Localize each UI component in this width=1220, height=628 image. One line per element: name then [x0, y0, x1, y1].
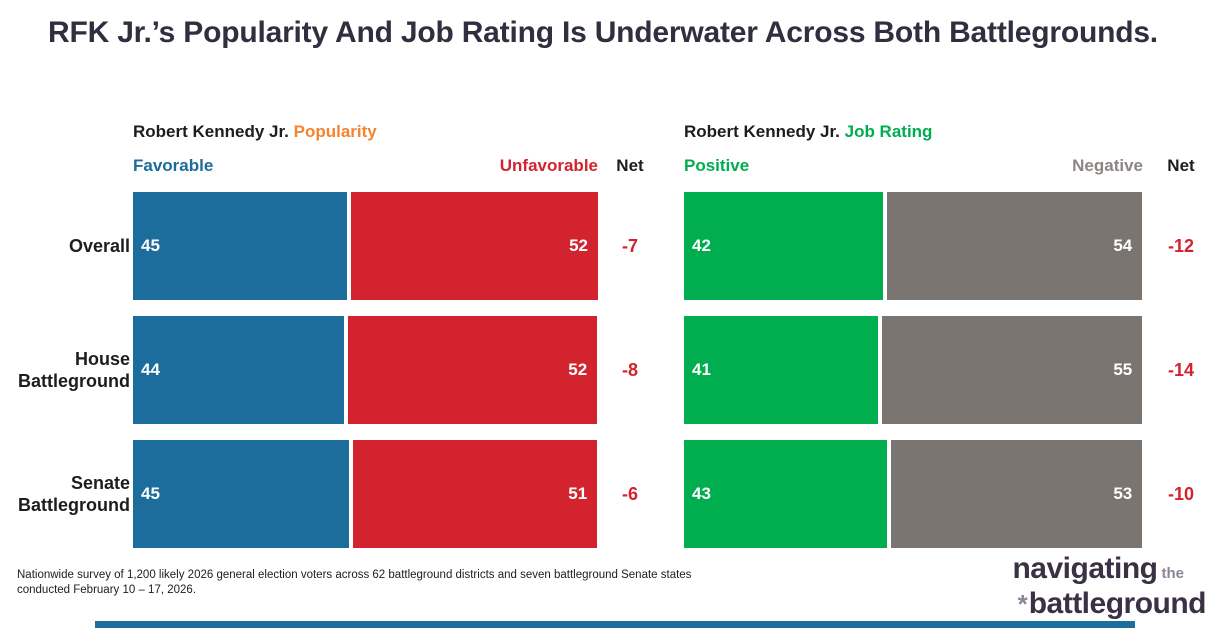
- bar-segment-unfavorable: 51: [352, 440, 598, 548]
- bar-value: 55: [1113, 360, 1133, 379]
- chart-row: House Battleground 44 52 -8: [16, 316, 656, 424]
- bar-segment-unfavorable: 52: [350, 192, 598, 300]
- column-label-favorable: Favorable: [133, 156, 214, 175]
- bar-value: 43: [692, 484, 711, 503]
- panel-title-highlight: Job Rating: [844, 122, 933, 141]
- bar-track: 41 55: [684, 316, 1143, 424]
- row-label: Senate Battleground: [18, 473, 130, 515]
- bar-segment-unfavorable: 52: [347, 316, 598, 424]
- bar-segment-favorable: 44: [133, 316, 344, 424]
- net-value: -12: [1167, 235, 1194, 256]
- panel-title-prefix: Robert Kennedy Jr.: [133, 122, 289, 141]
- logo-asterisk-icon: *: [1017, 589, 1028, 619]
- column-labels-popularity: Favorable Unfavorable: [133, 156, 598, 176]
- bar-value: 42: [692, 236, 711, 255]
- bar-track: 43 53: [684, 440, 1143, 548]
- job-rating-rows: 42 54 -12 41 55 -14 43 53 -10: [684, 192, 1209, 564]
- logo-word-the: the: [1161, 565, 1185, 582]
- bar-segment-favorable: 45: [133, 192, 347, 300]
- navigating-the-battleground-logo: navigating the * battleground: [1012, 554, 1207, 620]
- bar-segment-positive: 43: [684, 440, 888, 548]
- bar-track: 42 54: [684, 192, 1143, 300]
- logo-word-navigating: navigating: [1012, 552, 1158, 585]
- bar-track: 44 52: [133, 316, 598, 424]
- bar-value: 52: [569, 236, 588, 255]
- bar-segment-negative: 55: [882, 316, 1143, 424]
- net-value: -10: [1167, 483, 1194, 504]
- net-value: -14: [1167, 359, 1194, 380]
- bar-value: 45: [141, 484, 160, 503]
- bar-value: 44: [141, 360, 160, 379]
- bar-value: 53: [1113, 484, 1133, 503]
- row-label: House Battleground: [18, 349, 130, 391]
- net-value: -8: [621, 359, 638, 380]
- chart-row: 42 54 -12: [684, 192, 1209, 300]
- page-title: RFK Jr.’s Popularity And Job Rating Is U…: [48, 16, 1158, 49]
- source-note: Nationwide survey of 1,200 likely 2026 g…: [17, 569, 692, 596]
- panel-job-rating-title: Robert Kennedy Jr. Job Rating: [684, 122, 932, 142]
- net-value: -6: [621, 483, 638, 504]
- bar-segment-positive: 42: [684, 192, 883, 300]
- chart-row: 43 53 -10: [684, 440, 1209, 548]
- panel-title-highlight: Popularity: [293, 122, 377, 141]
- bar-segment-favorable: 45: [133, 440, 349, 548]
- bar-segment-negative: 54: [886, 192, 1143, 300]
- logo-line-2: * battleground: [1012, 587, 1207, 620]
- chart-row: 41 55 -14: [684, 316, 1209, 424]
- bar-value: 51: [568, 484, 588, 503]
- column-label-negative: Negative: [1072, 156, 1143, 175]
- bar-value: 45: [141, 236, 160, 255]
- popularity-rows: Overall 45 52 -7 House Battleground 44 52 -8 Sen…: [16, 192, 656, 564]
- row-label: Overall: [68, 236, 130, 256]
- chart-row: Senate Battleground 45 51 -6: [16, 440, 656, 548]
- net-column-header: Net: [1167, 156, 1195, 175]
- bar-segment-negative: 53: [891, 440, 1143, 548]
- bar-segment-positive: 41: [684, 316, 878, 424]
- net-column-header: Net: [616, 156, 644, 175]
- panel-title-prefix: Robert Kennedy Jr.: [684, 122, 840, 141]
- bar-track: 45 51: [133, 440, 598, 548]
- column-label-positive: Positive: [684, 156, 750, 175]
- bar-track: 45 52: [133, 192, 598, 300]
- footer-accent-bar: [95, 621, 1135, 628]
- chart-row: Overall 45 52 -7: [16, 192, 656, 300]
- bar-value: 52: [568, 360, 588, 379]
- logo-line-1: navigating the: [1012, 554, 1184, 589]
- column-label-unfavorable: Unfavorable: [499, 156, 598, 175]
- bar-value: 54: [1113, 236, 1133, 255]
- net-value: -7: [621, 235, 638, 256]
- logo-word-battleground: battleground: [1028, 587, 1207, 620]
- column-labels-job-rating: Positive Negative: [684, 156, 1143, 176]
- bar-value: 41: [692, 360, 711, 379]
- panel-popularity-title: Robert Kennedy Jr. Popularity: [133, 122, 377, 142]
